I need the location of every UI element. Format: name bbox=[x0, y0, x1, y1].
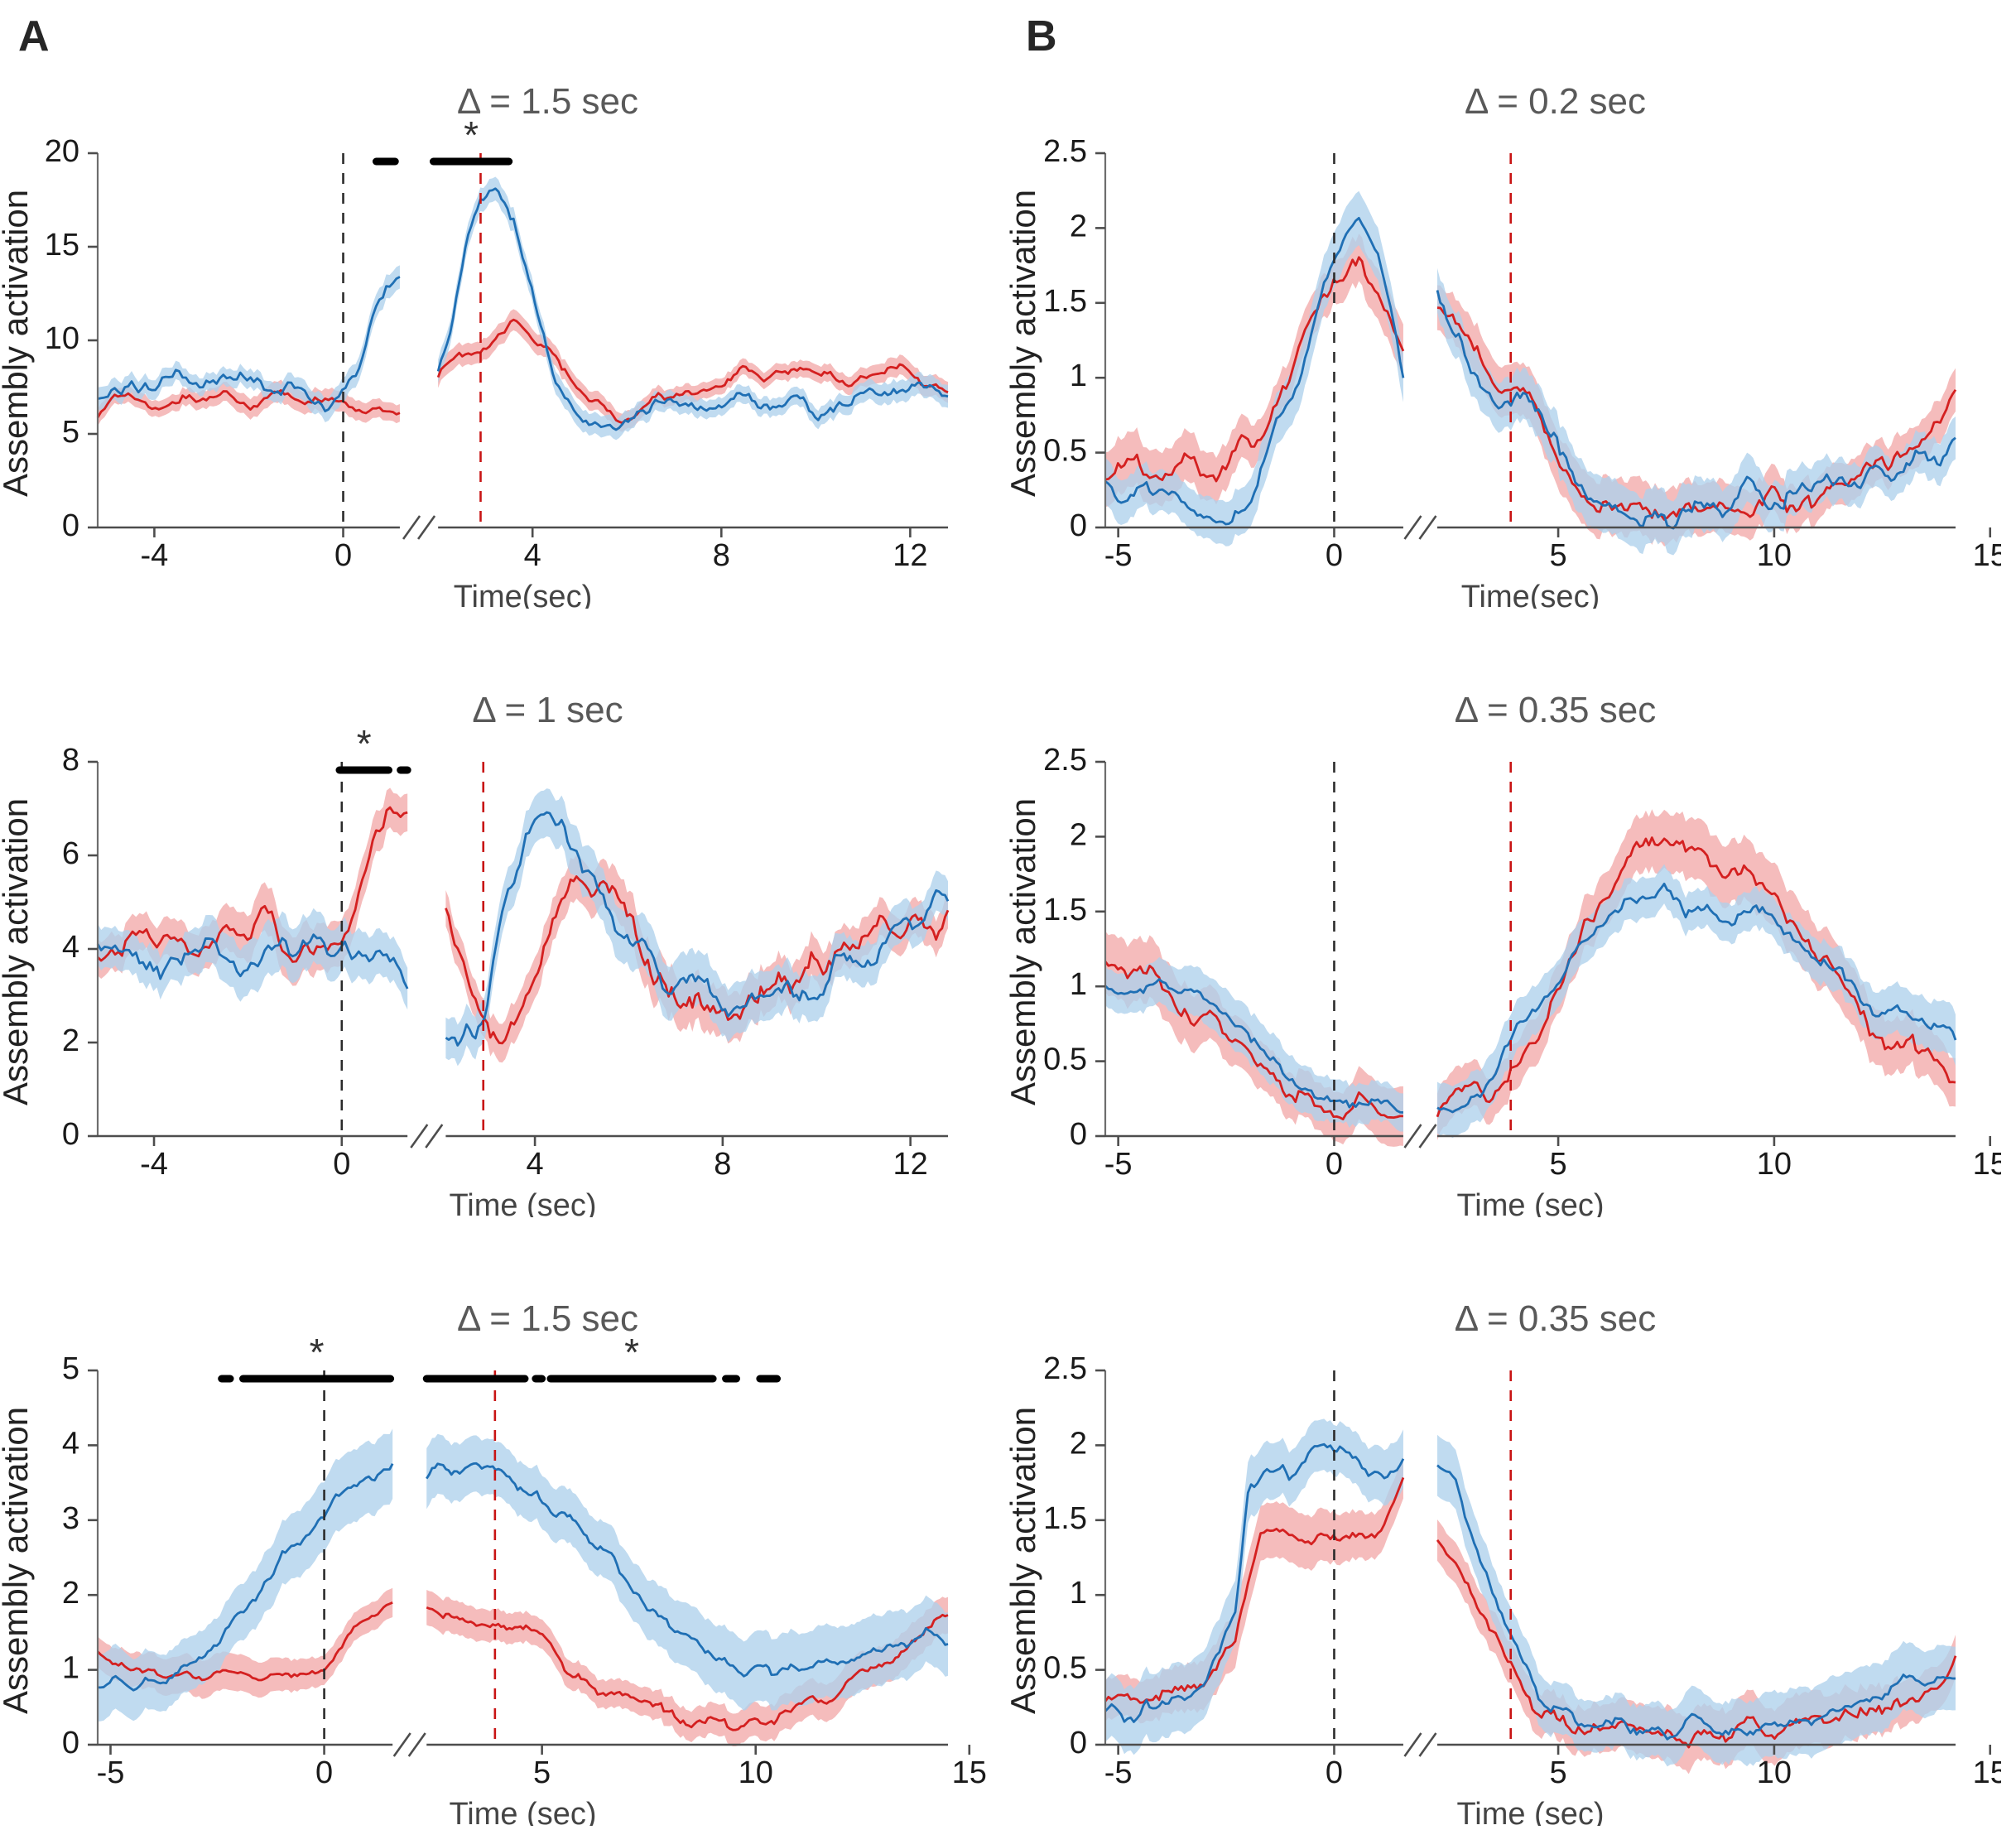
svg-text:Time (sec): Time (sec) bbox=[1456, 1797, 1604, 1826]
svg-text:5: 5 bbox=[1550, 538, 1567, 573]
svg-text:1: 1 bbox=[1070, 1576, 1087, 1611]
svg-text:10: 10 bbox=[1757, 1147, 1792, 1182]
svg-text:0: 0 bbox=[62, 1726, 79, 1760]
svg-text:*: * bbox=[357, 722, 372, 765]
svg-text:*: * bbox=[464, 113, 479, 157]
svg-text:5: 5 bbox=[1550, 1755, 1567, 1790]
svg-text:0: 0 bbox=[334, 538, 352, 573]
svg-text:5: 5 bbox=[62, 415, 79, 450]
svg-text:2: 2 bbox=[62, 1023, 79, 1058]
svg-text:2: 2 bbox=[1070, 1426, 1087, 1461]
svg-text:0: 0 bbox=[1070, 1726, 1087, 1760]
svg-text:5: 5 bbox=[1550, 1147, 1567, 1182]
svg-text:Time (sec): Time (sec) bbox=[1456, 1188, 1604, 1217]
svg-text:5: 5 bbox=[62, 1351, 79, 1386]
svg-text:8: 8 bbox=[713, 538, 730, 573]
svg-text:0.5: 0.5 bbox=[1043, 434, 1087, 469]
svg-text:0.5: 0.5 bbox=[1043, 1043, 1087, 1077]
svg-text:10: 10 bbox=[1757, 1755, 1792, 1790]
svg-text:1: 1 bbox=[1070, 967, 1087, 1002]
svg-text:2: 2 bbox=[1070, 817, 1087, 852]
svg-text:Time(sec): Time(sec) bbox=[1461, 580, 1600, 609]
svg-text:Δ = 1.5 sec: Δ = 1.5 sec bbox=[457, 81, 638, 122]
svg-text:2.5: 2.5 bbox=[1043, 1351, 1087, 1386]
svg-text:-4: -4 bbox=[141, 538, 169, 573]
svg-text:5: 5 bbox=[533, 1755, 551, 1790]
svg-text:Δ = 0.2 sec: Δ = 0.2 sec bbox=[1465, 81, 1646, 122]
svg-text:2.5: 2.5 bbox=[1043, 134, 1087, 169]
svg-text:15: 15 bbox=[1973, 1755, 2001, 1790]
svg-text:1.5: 1.5 bbox=[1043, 284, 1087, 319]
svg-text:1.5: 1.5 bbox=[1043, 1501, 1087, 1536]
svg-text:15: 15 bbox=[45, 228, 79, 262]
svg-text:0: 0 bbox=[1326, 1147, 1343, 1182]
svg-text:2.5: 2.5 bbox=[1043, 743, 1087, 778]
svg-text:15: 15 bbox=[1973, 1147, 2001, 1182]
svg-text:10: 10 bbox=[1757, 538, 1792, 573]
svg-text:Δ = 0.35 sec: Δ = 0.35 sec bbox=[1455, 690, 1656, 730]
svg-text:1: 1 bbox=[1070, 359, 1087, 393]
svg-text:2: 2 bbox=[62, 1576, 79, 1611]
svg-text:Δ = 1 sec: Δ = 1 sec bbox=[472, 690, 623, 730]
svg-text:15: 15 bbox=[952, 1755, 987, 1790]
svg-text:0: 0 bbox=[1070, 508, 1087, 543]
svg-text:10: 10 bbox=[45, 321, 79, 356]
svg-text:4: 4 bbox=[527, 1147, 544, 1182]
svg-text:8: 8 bbox=[714, 1147, 731, 1182]
svg-text:0: 0 bbox=[1326, 538, 1343, 573]
svg-text:0: 0 bbox=[1326, 1755, 1343, 1790]
svg-text:-5: -5 bbox=[1104, 538, 1133, 573]
svg-text:-5: -5 bbox=[1104, 1755, 1133, 1790]
svg-text:0.5: 0.5 bbox=[1043, 1651, 1087, 1686]
svg-text:0: 0 bbox=[1070, 1117, 1087, 1152]
svg-text:4: 4 bbox=[62, 1426, 79, 1461]
svg-text:4: 4 bbox=[62, 930, 79, 965]
svg-text:0: 0 bbox=[62, 1117, 79, 1152]
svg-text:Time (sec): Time (sec) bbox=[449, 1188, 596, 1217]
svg-text:-5: -5 bbox=[97, 1755, 125, 1790]
svg-text:1: 1 bbox=[62, 1651, 79, 1686]
svg-text:-5: -5 bbox=[1104, 1147, 1133, 1182]
svg-text:8: 8 bbox=[62, 743, 79, 778]
svg-text:4: 4 bbox=[524, 538, 541, 573]
svg-text:2: 2 bbox=[1070, 209, 1087, 243]
svg-text:Δ = 0.35 sec: Δ = 0.35 sec bbox=[1455, 1298, 1656, 1339]
svg-text:1.5: 1.5 bbox=[1043, 893, 1087, 927]
svg-text:*: * bbox=[624, 1331, 639, 1374]
svg-text:15: 15 bbox=[1973, 538, 2001, 573]
svg-text:0: 0 bbox=[315, 1755, 333, 1790]
svg-text:0: 0 bbox=[333, 1147, 350, 1182]
svg-text:-4: -4 bbox=[140, 1147, 168, 1182]
svg-text:12: 12 bbox=[893, 538, 927, 573]
svg-text:*: * bbox=[310, 1331, 325, 1374]
svg-text:20: 20 bbox=[45, 134, 79, 169]
svg-text:12: 12 bbox=[893, 1147, 928, 1182]
svg-text:Δ = 1.5 sec: Δ = 1.5 sec bbox=[457, 1298, 638, 1339]
svg-text:3: 3 bbox=[62, 1501, 79, 1536]
svg-text:Time (sec): Time (sec) bbox=[449, 1797, 596, 1826]
svg-text:10: 10 bbox=[739, 1755, 773, 1790]
svg-text:Time(sec): Time(sec) bbox=[454, 580, 592, 609]
svg-text:0: 0 bbox=[62, 508, 79, 543]
svg-text:6: 6 bbox=[62, 836, 79, 871]
